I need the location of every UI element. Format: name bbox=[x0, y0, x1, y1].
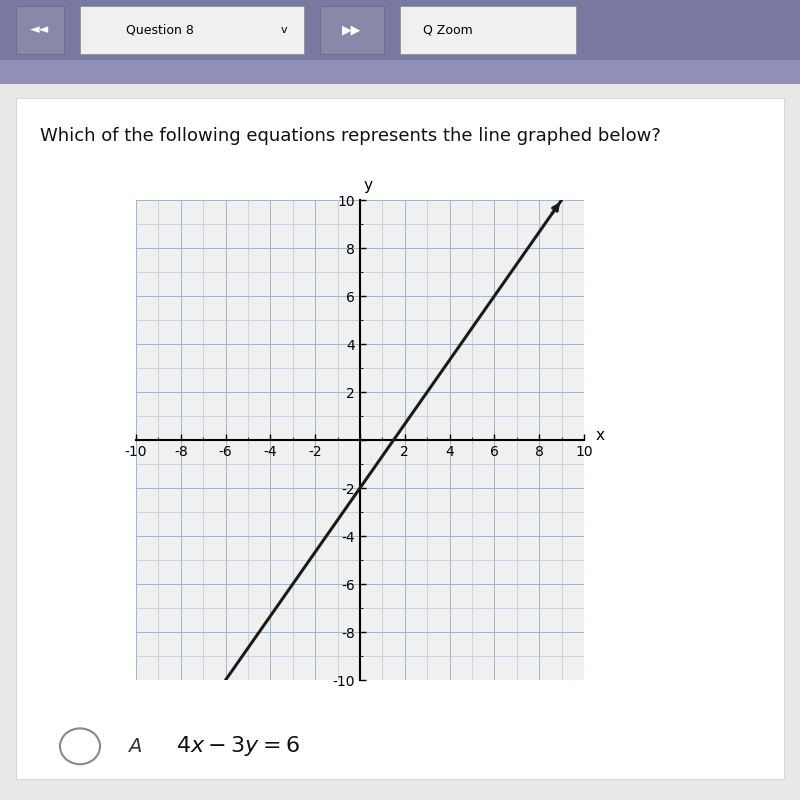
Text: ◄◄: ◄◄ bbox=[30, 23, 50, 37]
Text: Which of the following equations represents the line graphed below?: Which of the following equations represe… bbox=[40, 127, 661, 146]
Text: v: v bbox=[281, 25, 287, 35]
Bar bbox=[400, 6, 576, 54]
Bar bbox=[16, 6, 64, 54]
Text: A: A bbox=[128, 737, 142, 756]
Bar bbox=[80, 6, 304, 54]
Text: Q Zoom: Q Zoom bbox=[423, 23, 473, 37]
Bar bbox=[320, 6, 384, 54]
Text: x: x bbox=[595, 428, 604, 442]
Text: Question 8: Question 8 bbox=[126, 23, 194, 37]
Text: $4x - 3y = 6$: $4x - 3y = 6$ bbox=[176, 734, 300, 758]
Text: ▶▶: ▶▶ bbox=[342, 23, 362, 37]
Text: y: y bbox=[363, 178, 372, 193]
